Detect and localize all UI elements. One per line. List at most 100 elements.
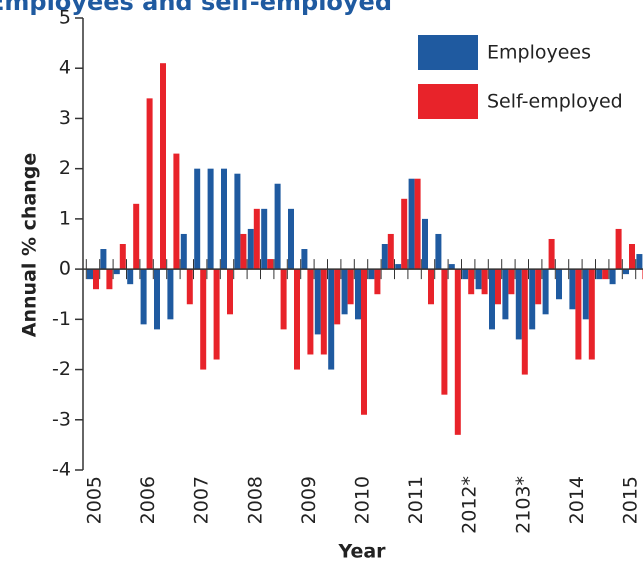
bar [475,269,482,290]
bar [133,203,140,270]
bar [374,269,381,295]
bar [588,269,595,360]
bar [267,259,274,270]
legend-label: Self-employed [487,91,623,113]
bar [113,269,120,275]
bar [221,168,227,270]
bar [127,269,134,285]
x-tick-label: 2103* [512,476,534,534]
bar [100,249,107,270]
bar [320,269,327,355]
bar [387,233,394,270]
bar [441,269,448,395]
y-tick-label: -1 [52,308,71,330]
bar [408,178,415,270]
bar [535,269,542,305]
y-tick-label: 3 [59,107,71,129]
bar [502,269,509,320]
bar [140,269,147,325]
bar [194,168,201,270]
chart-title: Employees and self-employed [0,0,392,16]
bar [521,269,528,375]
bar [180,233,187,270]
x-tick-label: 2012* [459,476,481,534]
bar [274,183,281,270]
legend-swatch [418,84,478,119]
x-tick-label: 2011 [405,476,427,524]
x-axis-label: Year [337,541,386,563]
bar [596,269,603,280]
bar [93,269,99,290]
bar [428,269,434,305]
bar [200,269,207,370]
bar [247,228,254,270]
legend-swatch [418,35,478,70]
bar [381,244,388,270]
bar [414,178,421,270]
bar [401,198,408,270]
bar [314,269,321,335]
bar [160,63,166,270]
bar [454,269,461,435]
bar [119,244,126,270]
bar [234,173,241,270]
bar [468,269,475,295]
bar [582,269,589,320]
bar [508,269,515,295]
bar [213,269,220,360]
bar [435,233,442,270]
bar [575,269,582,360]
bar [556,269,562,300]
y-tick-label: -3 [52,408,71,430]
bar [87,269,93,280]
x-tick-label: 2015 [620,476,642,524]
bar [422,218,428,270]
y-tick-label: 5 [59,7,71,29]
bar [146,98,153,270]
bar [368,269,375,280]
y-tick-label: 4 [59,57,71,79]
y-tick-label: -2 [52,358,71,380]
x-tick-label: 2006 [137,476,159,524]
bar [253,208,260,270]
y-axis-label: Annual % change [19,153,41,338]
x-tick-label: 2010 [352,476,374,524]
bar [328,269,335,370]
bar [609,269,616,285]
bar [495,269,501,305]
bar [481,269,488,295]
bar [173,153,180,270]
bar [227,269,233,315]
bar [615,228,622,270]
bar [186,269,193,305]
bar [448,264,455,270]
bar [623,269,629,275]
bar [395,264,402,270]
x-tick-label: 2007 [191,476,213,524]
x-tick-label: 2008 [244,476,266,524]
bar [154,269,160,330]
legend-label: Employees [487,42,591,64]
bar [355,269,361,320]
x-tick-label: 2009 [298,476,320,524]
y-tick-label: 1 [59,207,71,229]
y-tick-label: -4 [52,459,71,481]
bar [341,269,348,315]
bar [515,269,522,340]
bar [602,269,609,280]
bar [207,168,214,270]
bar [636,254,643,270]
bar [240,233,247,270]
bar [307,269,314,355]
bar [489,269,495,330]
y-tick-label: 0 [59,258,71,280]
bar [280,269,287,330]
bar [106,269,113,290]
bar [301,249,308,270]
bar [529,269,536,330]
bar [462,269,469,280]
bar [294,269,300,370]
bar [261,208,268,270]
bar [347,269,354,305]
